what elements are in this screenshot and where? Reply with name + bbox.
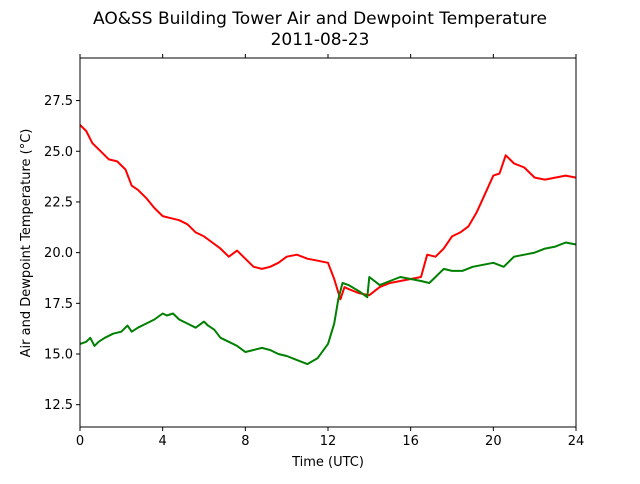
chart-title: AO&SS Building Tower Air and Dewpoint Te… <box>93 9 547 29</box>
series-line-0 <box>79 124 577 301</box>
x-tick-label: 24 <box>568 434 585 449</box>
y-tick-label: 12.5 <box>44 398 73 413</box>
tick-layer: 0 4 8 12 16 20 24 12.5 15.0 17.5 20.0 22.5 25.0 27.5 <box>44 54 584 449</box>
y-tick-label: 20.0 <box>44 246 73 261</box>
y-tick-label: 25.0 <box>44 145 73 160</box>
y-tick-label: 17.5 <box>44 297 73 312</box>
x-tick-label: 8 <box>241 434 249 449</box>
y-tick-label: 15.0 <box>44 348 73 363</box>
plot-frame <box>79 57 577 428</box>
y-tick-label: 22.5 <box>44 195 73 210</box>
series-line-1 <box>79 241 577 366</box>
y-axis-label: Air and Dewpoint Temperature (°C) <box>19 129 34 358</box>
x-tick-label: 16 <box>402 434 419 449</box>
y-tick-label: 27.5 <box>44 94 73 109</box>
x-tick-label: 12 <box>320 434 337 449</box>
chart-subtitle: 2011-08-23 <box>271 30 370 50</box>
series-layer <box>79 124 577 366</box>
x-tick-label: 4 <box>159 434 167 449</box>
x-tick-label: 0 <box>76 434 84 449</box>
x-axis-label: Time (UTC) <box>291 455 364 470</box>
x-tick-label: 20 <box>485 434 502 449</box>
